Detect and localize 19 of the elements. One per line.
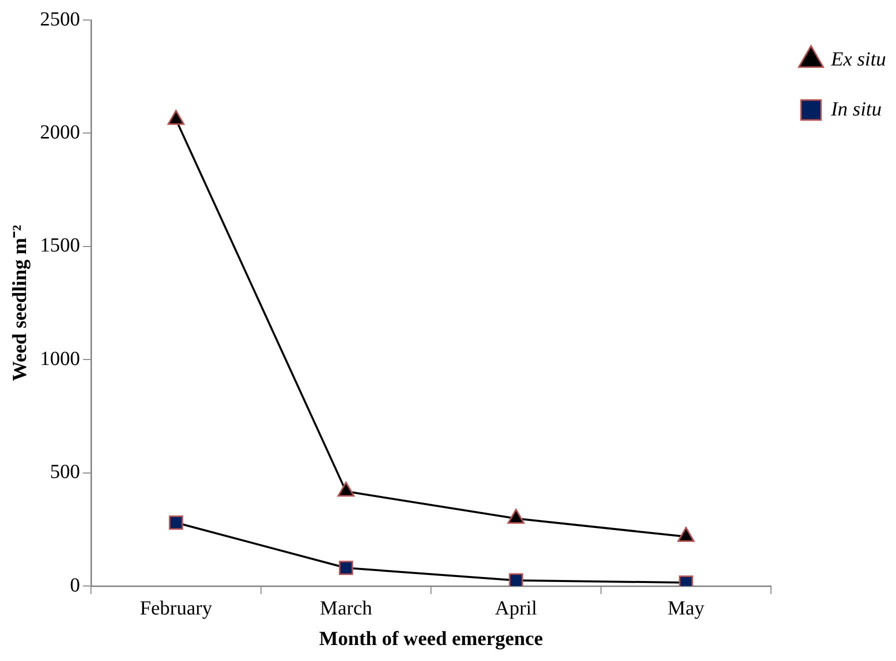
x-tick-label: April bbox=[494, 597, 538, 620]
y-tick-label: 0 bbox=[70, 574, 80, 596]
y-tick-label: 1000 bbox=[40, 348, 80, 370]
point bbox=[507, 508, 525, 524]
y-tick-label: 2000 bbox=[40, 121, 80, 144]
x-tick-label: May bbox=[668, 597, 704, 620]
point bbox=[508, 573, 524, 586]
y-tick-label: 1500 bbox=[40, 234, 80, 257]
point bbox=[167, 110, 185, 125]
x-tick-label: February bbox=[140, 597, 212, 620]
x-axis-title: Month of weed emergence bbox=[319, 628, 544, 650]
point bbox=[677, 526, 695, 542]
legend-label: In situ bbox=[830, 98, 882, 120]
x-tick-label: March bbox=[320, 597, 372, 620]
y-axis-title: Weed seedling m⁻² bbox=[9, 224, 32, 382]
legend-label: Ex situ bbox=[830, 48, 886, 70]
y-tick-label: 2500 bbox=[40, 8, 80, 30]
point bbox=[337, 482, 355, 497]
y-tick-label: 500 bbox=[50, 461, 80, 484]
